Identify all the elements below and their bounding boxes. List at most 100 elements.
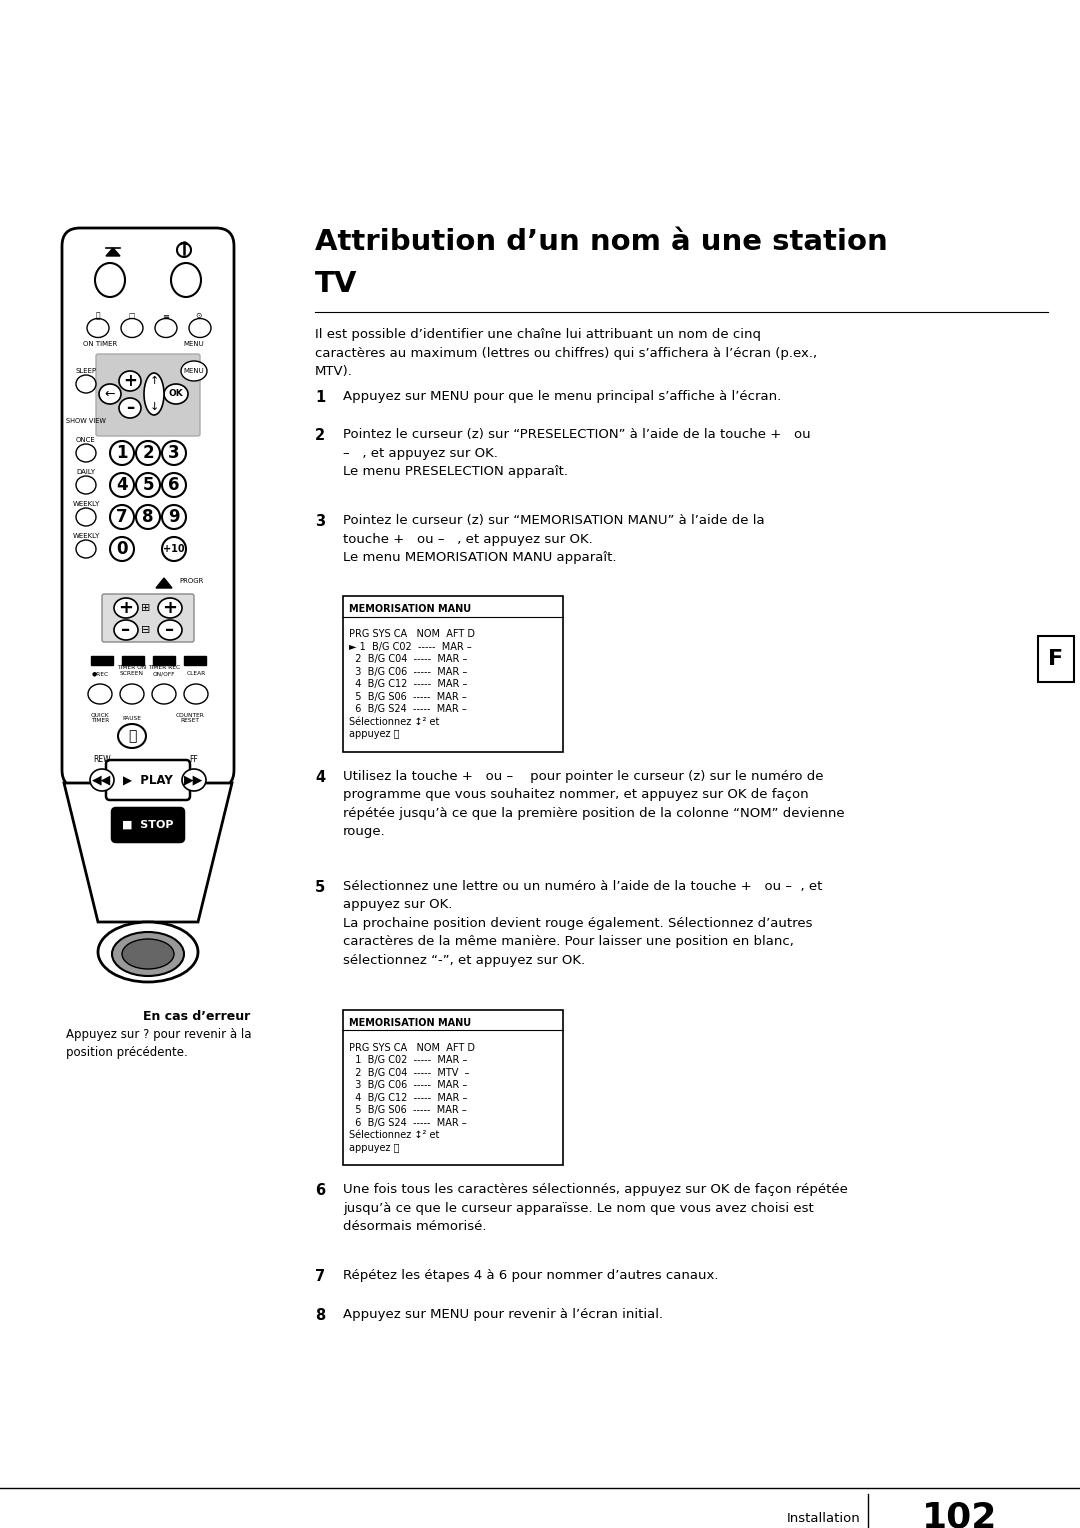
Text: 6: 6 [168, 477, 179, 494]
Text: MENU: MENU [184, 368, 204, 374]
Ellipse shape [136, 442, 160, 465]
Text: 3  B/G C06  -----  MAR –: 3 B/G C06 ----- MAR – [349, 1080, 468, 1091]
Bar [343, 596, 563, 752]
Ellipse shape [119, 371, 141, 391]
Ellipse shape [114, 620, 138, 640]
Text: Pointez le curseur (z) sur “PRESELECTION” à l’aide de la touche +   ou
–   , et : Pointez le curseur (z) sur “PRESELECTION… [343, 428, 811, 478]
Text: +: + [162, 599, 177, 617]
Ellipse shape [184, 685, 208, 704]
Text: TV: TV [315, 270, 357, 298]
Text: ◀◀: ◀◀ [93, 773, 111, 787]
Ellipse shape [171, 263, 201, 296]
Polygon shape [156, 578, 172, 588]
Bar [122, 656, 144, 665]
FancyBboxPatch shape [112, 808, 184, 842]
Ellipse shape [99, 384, 121, 403]
Ellipse shape [110, 504, 134, 529]
FancyBboxPatch shape [96, 354, 200, 435]
Text: Installation: Installation [786, 1511, 860, 1525]
Text: 4: 4 [117, 477, 127, 494]
Text: WEEKLY: WEEKLY [72, 533, 99, 539]
Text: 8: 8 [315, 1308, 325, 1323]
Text: Sélectionnez ↕² et: Sélectionnez ↕² et [349, 717, 440, 727]
FancyBboxPatch shape [106, 759, 190, 801]
Text: En cas d’erreur: En cas d’erreur [143, 1010, 251, 1024]
Ellipse shape [76, 477, 96, 494]
Text: 9: 9 [168, 507, 179, 526]
Ellipse shape [162, 474, 186, 497]
Text: ⏸: ⏸ [127, 729, 136, 743]
Text: 3  B/G C06  -----  MAR –: 3 B/G C06 ----- MAR – [349, 666, 468, 677]
Text: COUNTER
RESET: COUNTER RESET [176, 712, 204, 723]
Text: Utilisez la touche +   ou –    pour pointer le curseur (z) sur le numéro de
prog: Utilisez la touche + ou – pour pointer l… [343, 770, 845, 839]
Text: Répétez les étapes 4 à 6 pour nommer d’autres canaux.: Répétez les étapes 4 à 6 pour nommer d’a… [343, 1270, 718, 1282]
Text: –: – [126, 399, 134, 417]
Ellipse shape [136, 474, 160, 497]
Text: 4  B/G C12  -----  MAR –: 4 B/G C12 ----- MAR – [349, 678, 468, 689]
Text: 5: 5 [143, 477, 153, 494]
Text: REW: REW [93, 755, 111, 764]
Text: Il est possible d’identifier une chaîne lui attribuant un nom de cinq
caractères: Il est possible d’identifier une chaîne … [315, 329, 818, 377]
Ellipse shape [156, 318, 177, 338]
Text: 2  B/G C04  -----  MTV  –: 2 B/G C04 ----- MTV – [349, 1068, 470, 1077]
Bar [184, 656, 206, 665]
Ellipse shape [183, 769, 206, 792]
Ellipse shape [121, 318, 143, 338]
Text: ●REC: ●REC [92, 671, 109, 675]
Text: 102: 102 [922, 1500, 998, 1528]
Text: ON TIMER: ON TIMER [83, 341, 117, 347]
Ellipse shape [162, 442, 186, 465]
Text: Sélectionnez une lettre ou un numéro à l’aide de la touche +   ou –  , et
appuye: Sélectionnez une lettre ou un numéro à l… [343, 880, 822, 967]
Ellipse shape [162, 536, 186, 561]
Text: 5: 5 [315, 880, 325, 895]
Ellipse shape [114, 597, 138, 617]
Text: 6  B/G S24  -----  MAR –: 6 B/G S24 ----- MAR – [349, 1118, 467, 1128]
FancyBboxPatch shape [62, 228, 234, 788]
Ellipse shape [118, 724, 146, 749]
Ellipse shape [90, 769, 114, 792]
Text: ▶  PLAY: ▶ PLAY [123, 773, 173, 787]
Text: 1: 1 [315, 390, 325, 405]
Text: MENU: MENU [184, 341, 204, 347]
Text: OK: OK [168, 390, 184, 399]
Bar [343, 1010, 563, 1166]
Text: DAILY: DAILY [77, 469, 95, 475]
Text: 2: 2 [143, 445, 153, 461]
Text: MEMORISATION MANU: MEMORISATION MANU [349, 1018, 471, 1028]
Ellipse shape [152, 685, 176, 704]
Ellipse shape [158, 620, 183, 640]
Text: TIMER ON
SCREEN: TIMER ON SCREEN [118, 665, 147, 675]
Ellipse shape [76, 374, 96, 393]
Ellipse shape [112, 932, 184, 976]
Text: 3: 3 [315, 513, 325, 529]
Ellipse shape [119, 397, 141, 419]
Ellipse shape [76, 539, 96, 558]
Ellipse shape [158, 597, 183, 617]
Text: PRG SYS CA   NOM  AFT D: PRG SYS CA NOM AFT D [349, 1044, 475, 1053]
Text: –: – [165, 620, 175, 639]
Text: Sélectionnez ↕² et: Sélectionnez ↕² et [349, 1131, 440, 1140]
Text: CLEAR: CLEAR [187, 671, 205, 675]
Text: ► 1  B/G C02  -----  MAR –: ► 1 B/G C02 ----- MAR – [349, 642, 472, 651]
Text: SLEEP: SLEEP [76, 368, 96, 374]
Text: Appuyez sur MENU pour revenir à l’écran initial.: Appuyez sur MENU pour revenir à l’écran … [343, 1308, 663, 1320]
Ellipse shape [76, 445, 96, 461]
Text: 2: 2 [315, 428, 325, 443]
Text: appuyez ⓞ: appuyez ⓞ [349, 1143, 400, 1154]
Ellipse shape [110, 442, 134, 465]
Text: ■  STOP: ■ STOP [122, 821, 174, 830]
Ellipse shape [136, 504, 160, 529]
Text: 7: 7 [117, 507, 127, 526]
Text: □: □ [129, 313, 135, 319]
Text: SHOW VIEW: SHOW VIEW [66, 419, 106, 423]
Ellipse shape [122, 940, 174, 969]
Text: WEEKLY: WEEKLY [72, 501, 99, 507]
Text: 7: 7 [315, 1270, 325, 1285]
Text: appuyez ⓞ: appuyez ⓞ [349, 729, 400, 740]
Text: Appuyez sur ? pour revenir à la
position précédente.: Appuyez sur ? pour revenir à la position… [66, 1028, 252, 1059]
Text: +: + [119, 599, 134, 617]
Text: 6  B/G S24  -----  MAR –: 6 B/G S24 ----- MAR – [349, 704, 467, 714]
Text: ↓: ↓ [149, 402, 159, 413]
Ellipse shape [120, 685, 144, 704]
Text: TIMER REC
ON/OFF: TIMER REC ON/OFF [148, 665, 180, 675]
